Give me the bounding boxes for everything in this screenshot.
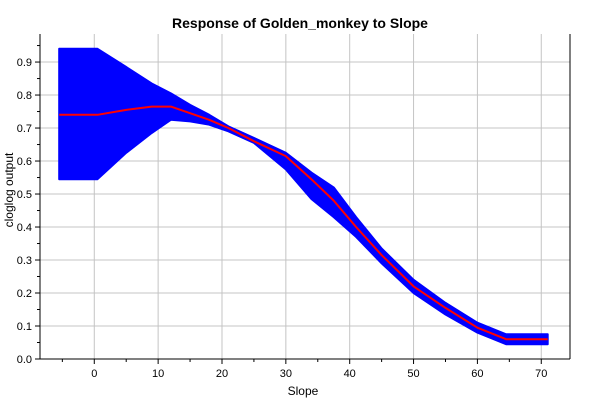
y-axis-label: cloglog output <box>2 152 16 227</box>
y-tick-label: 0.0 <box>17 354 32 366</box>
y-tick-label: 0.5 <box>17 189 32 201</box>
x-tick-label: 10 <box>152 368 164 380</box>
y-tick-label: 0.3 <box>17 255 32 267</box>
x-tick-label: 30 <box>280 368 292 380</box>
x-ticks: 0 10 20 30 40 50 60 70 <box>61 359 547 380</box>
y-ticks: 0.0 0.1 0.2 0.3 0.4 0.5 0.6 0.7 0.8 0.9 <box>17 45 40 366</box>
x-tick-label: 40 <box>344 368 356 380</box>
confidence-band <box>58 47 549 346</box>
mean-line-group <box>59 105 548 341</box>
x-tick-label: 50 <box>407 368 419 380</box>
y-tick-label: 0.9 <box>17 57 32 69</box>
x-tick-label: 0 <box>91 368 97 380</box>
x-axis-label: Slope <box>288 384 319 398</box>
y-tick-label: 0.2 <box>17 288 32 300</box>
y-tick-label: 0.7 <box>17 123 32 135</box>
y-tick-label: 0.8 <box>17 90 32 102</box>
axes <box>39 34 571 360</box>
y-tick-label: 0.4 <box>17 222 32 234</box>
y-tick-label: 0.1 <box>17 321 32 333</box>
band-area <box>58 47 549 346</box>
x-tick-label: 60 <box>471 368 483 380</box>
y-tick-label: 0.6 <box>17 156 32 168</box>
x-tick-label: 20 <box>216 368 228 380</box>
x-tick-label: 70 <box>535 368 547 380</box>
chart-title: Response of Golden_monkey to Slope <box>172 15 428 31</box>
mean-line <box>59 105 548 341</box>
